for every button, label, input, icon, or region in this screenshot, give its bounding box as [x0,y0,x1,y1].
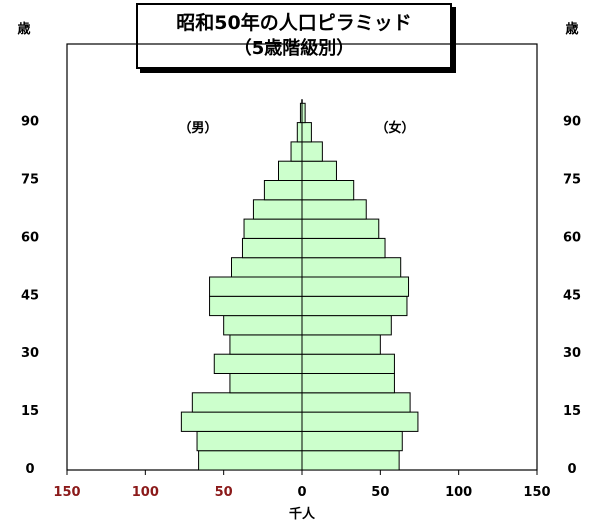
y-unit-label-right: 歳 [565,21,578,37]
male-bar-0-4 [198,450,303,471]
y-unit-label-left: 歳 [17,21,30,37]
male-bar-45-49 [209,276,303,297]
x-tick-label-male-50: 50 [215,485,233,500]
male-bar-65-69 [252,199,303,220]
y-tick-right-30: 30 [563,346,581,361]
male-bar-60-64 [243,218,303,239]
female-bar-30-34 [301,334,381,355]
chart-title: 昭和50年の人口ピラミッド [176,12,412,34]
y-tick-right-15: 15 [563,404,581,419]
y-tick-right-75: 75 [563,173,581,188]
y-tick-right-60: 60 [563,230,581,245]
male-bar-25-29 [213,353,303,375]
chart-title-box: 昭和50年の人口ピラミッド （5歳階級別） [136,3,452,69]
male-bar-20-24 [229,373,303,394]
male-bar-70-74 [263,180,303,201]
y-tick-right-90: 90 [563,115,581,130]
female-bar-50-54 [301,257,402,278]
female-bar-45-49 [301,276,410,297]
female-bar-5-9 [301,430,403,452]
male-bar-15-19 [191,392,303,413]
female-bar-65-69 [301,199,367,220]
y-tick-left-45: 45 [21,288,39,303]
male-bar-30-34 [229,334,303,355]
female-bar-85-89 [301,122,312,143]
female-bar-40-44 [301,295,408,317]
female-bar-20-24 [301,373,395,394]
male-bar-80-84 [290,141,303,162]
male-bar-55-59 [241,237,303,259]
male-bar-10-14 [180,411,303,432]
y-tick-left-75: 75 [21,173,39,188]
y-tick-left-90: 90 [21,115,39,130]
x-tick-label-male-100: 100 [132,485,159,500]
x-axis-label: 千人 [289,506,316,522]
female-bar-55-59 [301,237,386,259]
female-bar-25-29 [301,353,395,375]
y-tick-right-45: 45 [563,288,581,303]
male-bar-75-79 [278,160,303,181]
x-tick-label-female-50: 50 [371,485,389,500]
x-tick-label-female-100: 100 [445,485,472,500]
x-tick-label-male-150: 150 [53,485,80,500]
male-bar-40-44 [209,295,303,317]
male-bar-35-39 [223,315,303,336]
female-bar-60-64 [301,218,380,239]
y-tick-left-60: 60 [21,230,39,245]
x-tick-label-female-150: 150 [523,485,550,500]
y-tick-left-0: 0 [25,462,34,477]
female-bar-10-14 [301,411,419,432]
male-bar-50-54 [231,257,303,278]
female-bar-0-4 [301,450,400,471]
female-label: （女） [375,120,414,136]
female-bar-80-84 [301,141,323,162]
male-bar-85-89 [296,122,303,143]
chart-subtitle: （5歳階級別） [233,38,355,59]
x-tick-label-center-0: 0 [297,485,306,500]
male-bar-5-9 [196,430,303,452]
female-bar-70-74 [301,180,355,201]
female-bar-35-39 [301,315,392,336]
y-tick-right-0: 0 [567,462,576,477]
female-bar-15-19 [301,392,411,413]
y-tick-left-15: 15 [21,404,39,419]
y-tick-left-30: 30 [21,346,39,361]
female-bar-75-79 [301,160,337,181]
female-bar-90+ [301,102,306,124]
male-label: （男） [178,120,217,136]
